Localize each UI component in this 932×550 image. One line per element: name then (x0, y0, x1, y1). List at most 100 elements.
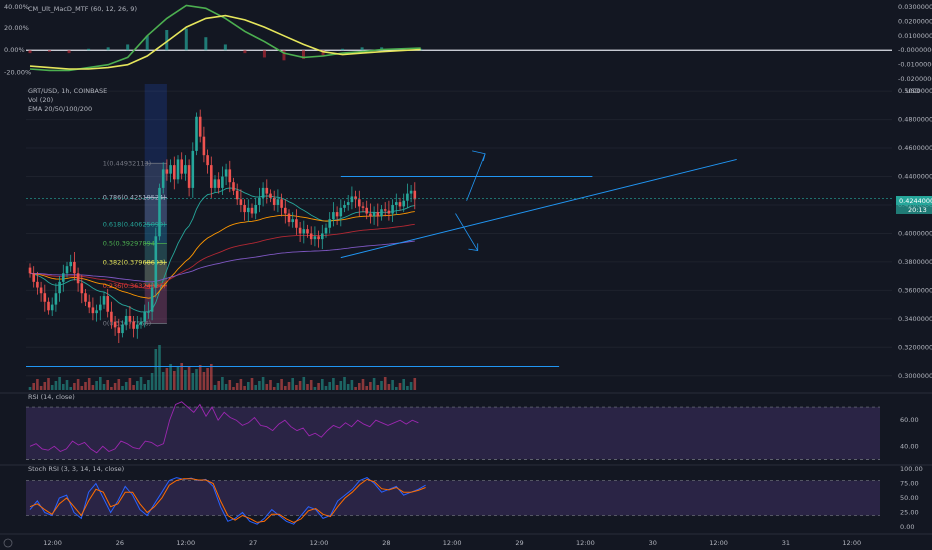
candle-body (391, 204, 394, 214)
ema-line-100 (29, 223, 415, 289)
volume-bar (150, 373, 154, 390)
candle-body (187, 165, 191, 188)
volume-bar (161, 372, 165, 390)
candle-body (32, 273, 35, 282)
volume-bar (62, 384, 65, 390)
candle-body (369, 213, 372, 217)
macd-left-tick: 20.00% (4, 24, 29, 32)
volume-bar (287, 382, 291, 390)
volume-bar (176, 367, 180, 390)
volume-bar (261, 377, 265, 390)
candle-body (206, 155, 209, 166)
candle-body (317, 236, 320, 240)
macd-left-tick: -20.00% (4, 69, 31, 77)
time-axis-tick: 27 (249, 539, 257, 547)
candle-body (409, 190, 413, 194)
volume-bar (87, 378, 91, 390)
volume-bar (28, 387, 32, 390)
rsi-axis-tick: 60.00 (900, 416, 919, 424)
volume-bar (313, 387, 317, 390)
timezone-icon[interactable] (3, 538, 13, 548)
volume-bar (180, 363, 183, 390)
candle-body (380, 209, 383, 217)
macd-histogram-bar (302, 50, 306, 59)
volume-bar (65, 380, 69, 390)
candle-body (43, 293, 47, 302)
time-axis-tick: 12:00 (576, 539, 595, 547)
volume-bar (335, 385, 339, 390)
candle-body (284, 207, 287, 214)
volume-bar (165, 368, 169, 390)
volume-bar (39, 386, 43, 390)
macd-left-tick: 40.00% (4, 3, 29, 11)
candle-body (173, 165, 176, 180)
volume-bar (191, 373, 195, 390)
macd-right-tick: -0.00000000 (898, 46, 932, 54)
stoch-band (26, 480, 880, 516)
candle-body (346, 202, 350, 205)
candle-body (324, 227, 328, 234)
stoch-rsi-pane[interactable]: 100.00 75.00 50.00 25.00 0.00 (0, 464, 932, 531)
time-axis-tick: 12:00 (709, 539, 728, 547)
macd-histogram-bar (223, 44, 227, 51)
candle-body (358, 199, 361, 207)
candle-body (235, 190, 239, 200)
macd-series-line-1 (29, 14, 421, 70)
volume-bar (84, 382, 87, 390)
candle-body (54, 293, 58, 305)
macd-right-tick: 0.01000000 (898, 32, 932, 40)
candle-body (62, 273, 65, 282)
candle-body (36, 281, 39, 288)
volume-bar (272, 387, 276, 390)
volume-bar (239, 379, 243, 390)
volume-bar (124, 382, 128, 390)
candle-body (102, 296, 106, 305)
volume-bar (398, 383, 402, 390)
candle-body (250, 207, 254, 214)
volume-bar (365, 386, 368, 390)
volume-bar (217, 381, 220, 390)
price-title: GRT/USD, 1h, COINBASE (28, 87, 107, 95)
macd-histogram-bar (67, 50, 71, 54)
ema-legend: EMA 20/50/100/200 (28, 105, 92, 113)
breakdown-arrow (455, 213, 479, 251)
volume-bar (343, 377, 346, 390)
candle-body (247, 207, 250, 213)
volume-bar (372, 378, 376, 390)
time-axis[interactable]: 12:00 26 12:00 27 12:00 28 12:00 29 12:00 30 12:00… (0, 533, 932, 547)
candle-body (398, 202, 402, 207)
volume-bar (247, 382, 250, 390)
candle-body (365, 207, 368, 214)
candle-body (195, 116, 198, 151)
stoch-axis-tick: 75.00 (900, 479, 919, 487)
volume-bar (50, 385, 54, 390)
candle-body (39, 287, 43, 294)
time-axis-tick: 30 (649, 539, 657, 547)
macd-plot-area (26, 4, 892, 82)
volume-bar (69, 387, 72, 390)
candle-body (84, 293, 87, 302)
time-axis-tick: 29 (515, 539, 523, 547)
volume-bar (276, 383, 280, 390)
candle-body (150, 287, 154, 312)
candle-body (295, 219, 298, 228)
macd-histogram-bar (145, 35, 149, 51)
last-price-label: 0.42440000 (899, 197, 932, 205)
macd-histogram-bar (360, 47, 364, 51)
volume-bar (106, 380, 109, 390)
fib-level-label: 0.618(0.40625099) (103, 220, 166, 228)
rsi-pane[interactable]: 60.00 40.00 (0, 392, 932, 460)
candle-body (350, 196, 354, 203)
volume-bar (76, 379, 80, 390)
volume-bar (298, 381, 302, 390)
candle-body (217, 179, 220, 188)
volume-bar (54, 381, 58, 390)
stoch-axis-tick: 50.00 (900, 494, 919, 502)
